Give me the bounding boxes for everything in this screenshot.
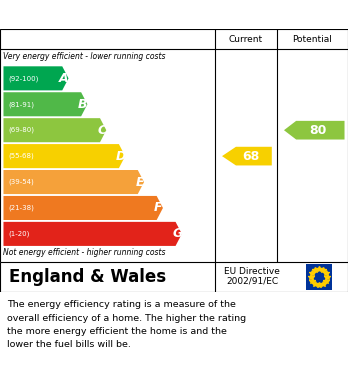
Text: The energy efficiency rating is a measure of the
overall efficiency of a home. T: The energy efficiency rating is a measur… xyxy=(7,300,246,349)
Text: Energy Efficiency Rating: Energy Efficiency Rating xyxy=(69,7,279,22)
Text: 80: 80 xyxy=(309,124,326,137)
Text: G: G xyxy=(172,228,182,240)
Text: D: D xyxy=(116,150,126,163)
Text: England & Wales: England & Wales xyxy=(9,268,166,286)
Polygon shape xyxy=(284,121,345,140)
Text: C: C xyxy=(97,124,106,137)
Polygon shape xyxy=(3,66,69,90)
Text: (69-80): (69-80) xyxy=(9,127,35,133)
Text: EU Directive
2002/91/EC: EU Directive 2002/91/EC xyxy=(224,267,280,286)
Text: (92-100): (92-100) xyxy=(9,75,39,82)
Polygon shape xyxy=(3,170,144,194)
Polygon shape xyxy=(3,144,125,168)
Polygon shape xyxy=(3,118,106,142)
Polygon shape xyxy=(222,147,272,165)
Polygon shape xyxy=(3,196,163,220)
Text: 68: 68 xyxy=(242,150,259,163)
Text: (55-68): (55-68) xyxy=(9,153,34,160)
Text: E: E xyxy=(135,176,144,188)
Polygon shape xyxy=(3,222,182,246)
Text: B: B xyxy=(78,98,88,111)
Text: Not energy efficient - higher running costs: Not energy efficient - higher running co… xyxy=(3,248,166,257)
Text: Very energy efficient - lower running costs: Very energy efficient - lower running co… xyxy=(3,52,166,61)
Text: F: F xyxy=(154,201,163,214)
Text: (39-54): (39-54) xyxy=(9,179,34,185)
Text: (81-91): (81-91) xyxy=(9,101,35,108)
Text: A: A xyxy=(59,72,69,85)
Polygon shape xyxy=(3,92,87,116)
Text: (21-38): (21-38) xyxy=(9,205,34,211)
Text: Current: Current xyxy=(229,35,263,44)
Text: Potential: Potential xyxy=(293,35,332,44)
Text: (1-20): (1-20) xyxy=(9,231,30,237)
